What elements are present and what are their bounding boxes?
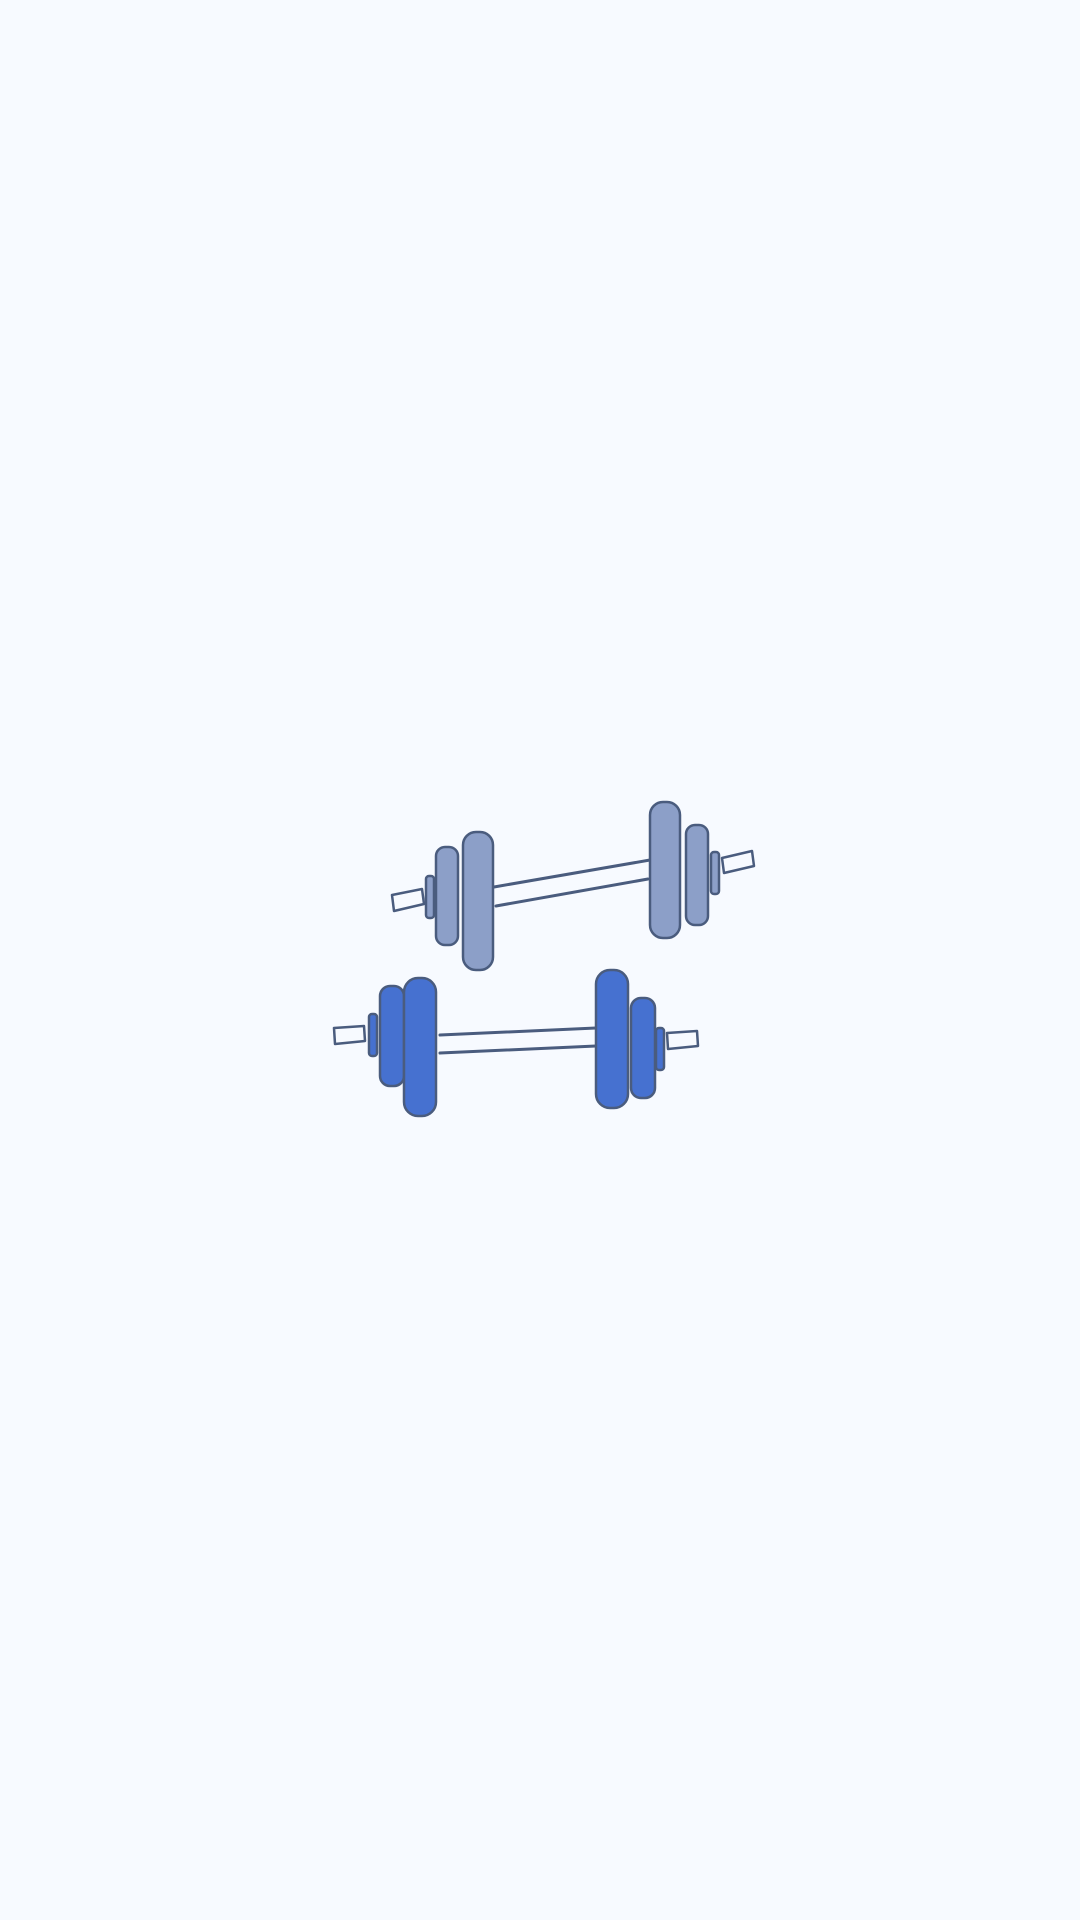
barbell-front [332, 968, 700, 1118]
barbell-back [390, 800, 756, 972]
